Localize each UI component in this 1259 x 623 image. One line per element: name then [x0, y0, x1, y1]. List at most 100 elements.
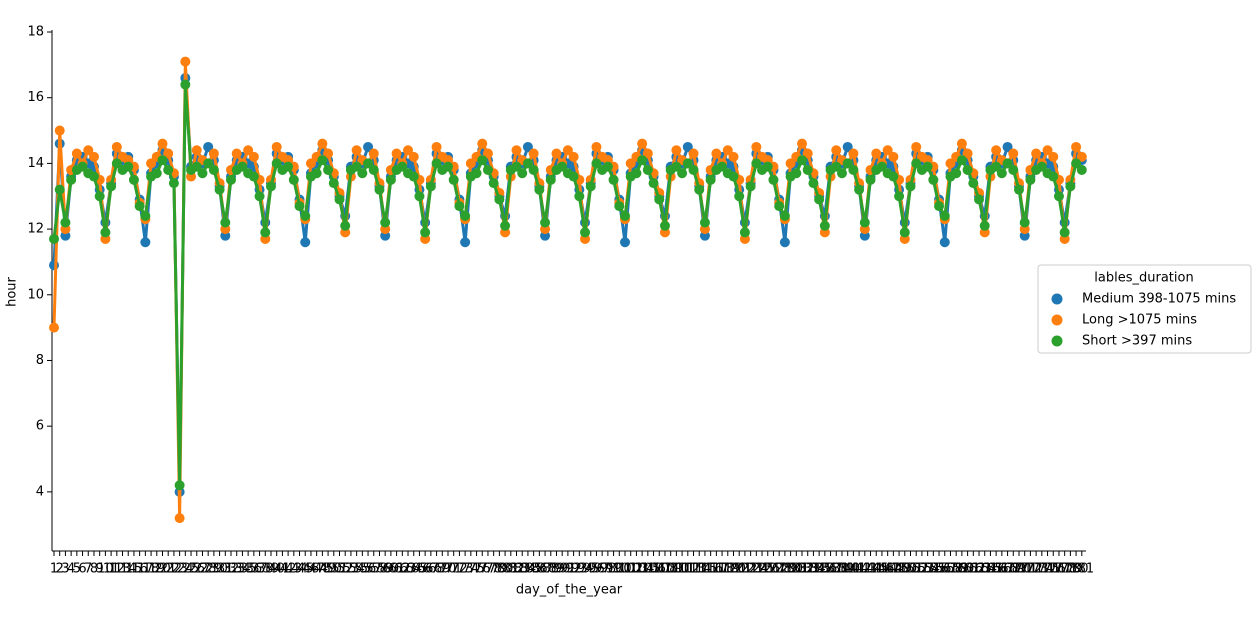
x-tick-label: 39: [263, 562, 280, 577]
x-tick-label: 176: [1041, 562, 1066, 577]
x-tick-label: 94: [577, 562, 594, 577]
point: [688, 164, 699, 175]
x-tick-label: 119: [715, 562, 740, 577]
point: [562, 145, 573, 156]
point: [620, 210, 630, 221]
x-tick-label: 20: [154, 562, 171, 577]
point: [482, 164, 493, 175]
point: [968, 178, 979, 189]
x-tick-label: 98: [600, 562, 617, 577]
point: [522, 158, 533, 169]
x-tick-label: 177: [1047, 562, 1072, 577]
x-tick-label: 159: [944, 562, 969, 577]
legend-title: lables_duration: [1094, 271, 1193, 286]
x-tick-label: 25: [183, 562, 200, 577]
point: [482, 148, 493, 159]
point: [460, 210, 471, 221]
point: [1008, 148, 1019, 159]
point: [477, 138, 488, 149]
point: [962, 148, 973, 159]
x-tick-label: 144: [858, 562, 883, 577]
x-tick-label: 99: [605, 562, 622, 577]
point: [728, 151, 739, 162]
point: [174, 513, 185, 524]
point: [522, 141, 533, 152]
point: [842, 158, 853, 169]
point: [659, 220, 670, 231]
y-tick-label: 6: [36, 419, 44, 434]
point: [785, 158, 796, 169]
point: [197, 168, 208, 179]
x-tick-label: 179: [1058, 562, 1083, 577]
x-tick-label: 161: [955, 562, 980, 577]
point: [728, 171, 739, 182]
x-tick-label: 109: [658, 562, 683, 577]
legend-label: Medium 398-1075 mins: [1082, 292, 1236, 307]
point: [500, 220, 511, 231]
point: [848, 148, 859, 159]
x-tick-label: 51: [331, 562, 348, 577]
point: [1019, 217, 1030, 228]
point: [939, 210, 950, 221]
x-tick-label: 85: [525, 562, 542, 577]
x-tick-label: 160: [949, 562, 974, 577]
point: [49, 233, 59, 244]
point: [905, 181, 916, 192]
x-tick-label: 57: [365, 562, 382, 577]
point: [323, 164, 334, 175]
point: [300, 210, 311, 221]
x-tick-label: 13: [114, 562, 131, 577]
x-tick-label: 149: [887, 562, 912, 577]
point: [557, 161, 568, 172]
point: [991, 145, 1002, 156]
x-tick-label: 23: [171, 562, 188, 577]
x-tick-label: 103: [624, 562, 649, 577]
x-tick-label: 59: [377, 562, 394, 577]
x-tick-label: 108: [653, 562, 678, 577]
point: [294, 201, 305, 212]
point: [254, 191, 265, 202]
point: [363, 158, 374, 169]
x-tick-label: 49: [320, 562, 337, 577]
x-tick-label: 137: [818, 562, 843, 577]
x-tick-label: 48: [314, 562, 331, 577]
x-tick-label: 64: [405, 562, 422, 577]
x-tick-label: 46: [303, 562, 320, 577]
point: [642, 164, 653, 175]
point: [956, 138, 967, 149]
x-tick-label: 101: [613, 562, 638, 577]
point: [408, 171, 419, 182]
point: [111, 158, 122, 169]
point: [71, 148, 82, 159]
x-tick-label: 138: [824, 562, 849, 577]
x-tick-label: 74: [463, 562, 480, 577]
point: [848, 164, 859, 175]
point: [168, 178, 179, 189]
point: [511, 145, 522, 156]
x-tick-label: 86: [531, 562, 548, 577]
point: [374, 184, 385, 195]
point: [77, 161, 88, 172]
x-tick-label: 102: [618, 562, 643, 577]
x-tick-label: 52: [337, 562, 354, 577]
point: [180, 56, 191, 67]
point: [54, 125, 65, 136]
x-tick-label: 40: [268, 562, 285, 577]
y-tick-label: 10: [27, 287, 44, 302]
x-tick-label: 147: [875, 562, 900, 577]
x-tick-label: 12: [109, 562, 126, 577]
point: [83, 145, 94, 156]
x-tick-label: 156: [927, 562, 952, 577]
x-tick-label: 93: [571, 562, 588, 577]
x-tick-label: 36: [246, 562, 263, 577]
point: [288, 174, 299, 185]
point: [979, 220, 990, 231]
x-tick-label: 21: [160, 562, 177, 577]
x-tick-label: 29: [206, 562, 223, 577]
point: [1076, 151, 1087, 162]
point: [911, 141, 922, 152]
point: [614, 201, 625, 212]
point: [871, 148, 882, 159]
x-tick-label: 58: [371, 562, 388, 577]
